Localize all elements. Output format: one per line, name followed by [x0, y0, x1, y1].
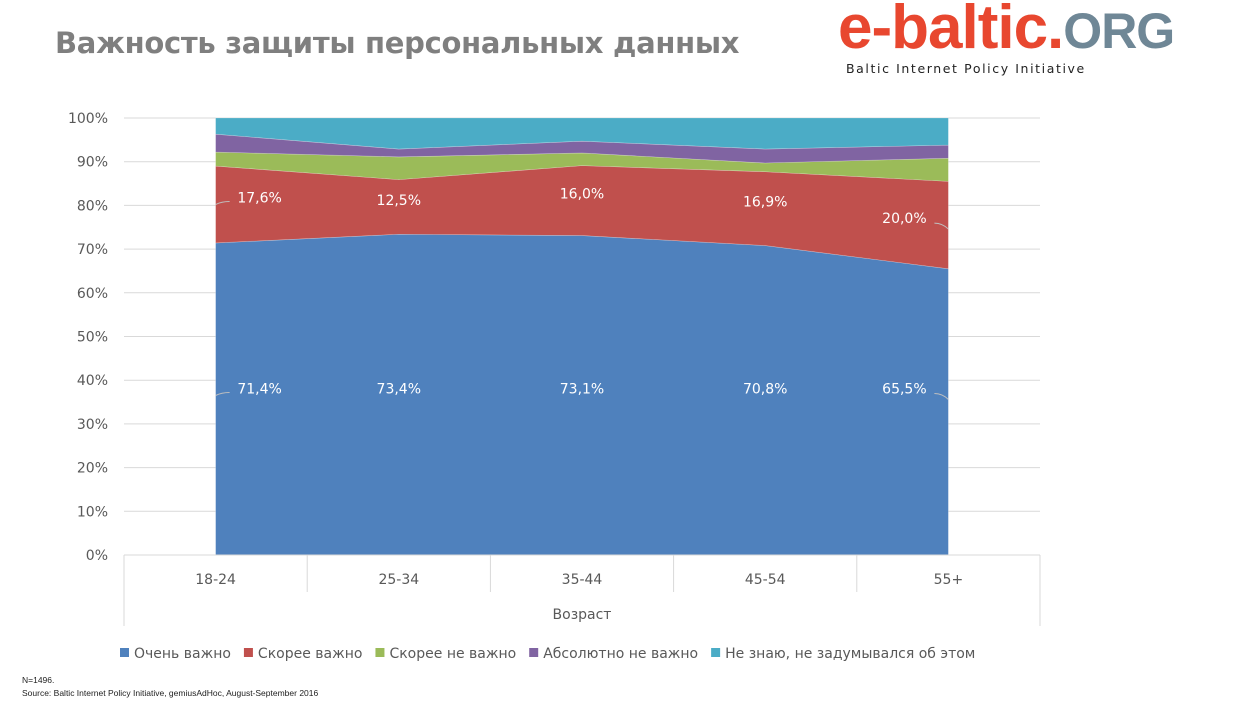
data-label: 73,1%	[560, 381, 604, 397]
footnote-n: N=1496.	[22, 675, 55, 685]
y-tick-label: 90%	[77, 155, 108, 171]
y-tick-label: 80%	[77, 198, 108, 214]
legend-swatch	[529, 648, 539, 657]
y-tick-label: 0%	[86, 548, 108, 564]
leader-line	[934, 392, 949, 400]
legend-item: Скорее не важно	[389, 646, 516, 662]
legend-swatch	[375, 648, 385, 657]
x-tick-label: 45-54	[745, 572, 786, 588]
data-label: 16,9%	[743, 195, 787, 211]
y-tick-label: 20%	[77, 461, 108, 477]
y-tick-label: 40%	[77, 373, 108, 389]
legend-item: Очень важно	[134, 646, 231, 662]
page-title: Важность защиты персональных данных	[55, 26, 740, 60]
legend-item: Не знаю, не задумывался об этом	[725, 646, 975, 662]
y-tick-label: 30%	[77, 417, 108, 433]
data-label: 73,4%	[377, 381, 421, 397]
e-baltic-logo: e-baltic.ORG Baltic Internet Policy Init…	[838, 0, 1248, 80]
leader-line	[934, 222, 949, 230]
area-не-знаю--не-задумывался-об-этом	[215, 117, 949, 150]
y-tick-label: 100%	[68, 111, 108, 127]
legend-swatch	[711, 648, 721, 657]
footnote-source: Source: Baltic Internet Policy Initiativ…	[22, 688, 319, 698]
y-tick-label: 60%	[77, 286, 108, 302]
y-tick-label: 10%	[77, 504, 108, 520]
data-label: 65,5%	[882, 381, 926, 397]
data-label: 12,5%	[377, 193, 421, 209]
legend-swatch	[120, 648, 129, 657]
data-label: 16,0%	[560, 187, 604, 203]
legend-swatch	[243, 648, 253, 657]
y-tick-label: 50%	[77, 330, 108, 346]
x-axis-title: Возраст	[553, 607, 612, 623]
y-tick-label: 70%	[77, 242, 108, 258]
legend-item: Абсолютно не важно	[543, 646, 698, 662]
data-label: 70,8%	[743, 381, 787, 397]
logo-tagline: Baltic Internet Policy Initiative	[846, 61, 1086, 76]
legend-item: Скорее важно	[258, 646, 363, 662]
x-tick-label: 55+	[934, 572, 964, 588]
leader-line	[215, 391, 230, 396]
leader-line	[215, 201, 230, 205]
logo-wordmark: e-baltic.ORG	[838, 0, 1175, 62]
x-tick-label: 18-24	[195, 572, 236, 588]
data-label: 20,0%	[882, 211, 926, 227]
x-tick-label: 25-34	[378, 572, 419, 588]
data-label: 71,4%	[237, 381, 281, 397]
area-абсолютно-не-важно	[215, 133, 949, 164]
data-label: 17,6%	[237, 191, 281, 207]
x-tick-label: 35-44	[562, 572, 603, 588]
